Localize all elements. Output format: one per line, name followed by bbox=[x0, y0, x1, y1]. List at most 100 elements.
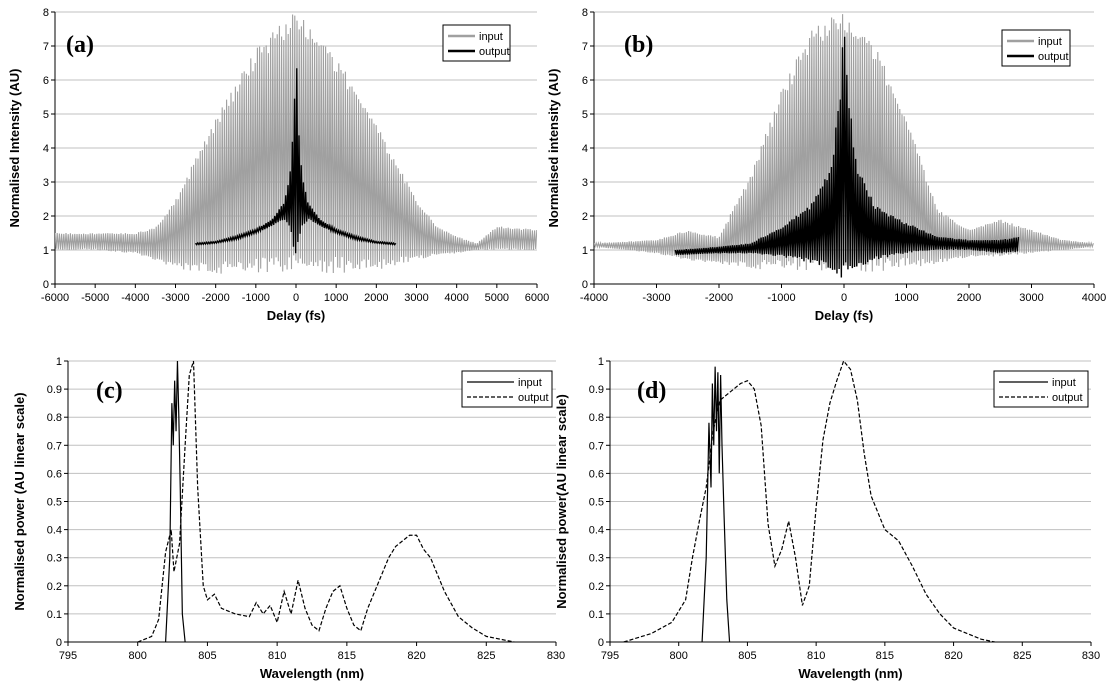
x-tick-label: 1000 bbox=[324, 292, 348, 304]
x-tick-label: -4000 bbox=[580, 292, 608, 304]
y-tick-label: 0.5 bbox=[47, 497, 62, 509]
y-tick-label: 3 bbox=[582, 177, 588, 189]
legend-label-input: input bbox=[1038, 36, 1062, 48]
x-axis-title: Wavelength (nm) bbox=[798, 666, 902, 681]
y-tick-label: 0.3 bbox=[47, 553, 62, 565]
x-tick-label: 800 bbox=[129, 650, 147, 662]
chart-panel-a: 0 1 2 3 4 5 6 7 8 -6000 -5000 -4000 -3000 -2000 -1000 0… bbox=[7, 7, 549, 323]
y-tick-label: 0.2 bbox=[589, 581, 604, 593]
x-tick-label: -3000 bbox=[642, 292, 670, 304]
y-tick-label: 5 bbox=[43, 109, 49, 121]
legend: input output bbox=[442, 24, 511, 62]
x-axis-title: Wavelength (nm) bbox=[260, 666, 364, 681]
x-tick-label: -2000 bbox=[202, 292, 230, 304]
legend-label-input: input bbox=[1052, 377, 1076, 389]
x-tick-label: -4000 bbox=[121, 292, 149, 304]
x-tick-label: -6000 bbox=[41, 292, 69, 304]
legend: input output bbox=[993, 370, 1089, 408]
panel-label: (c) bbox=[96, 378, 123, 404]
y-tick-label: 6 bbox=[582, 75, 588, 87]
x-tick-label: 4000 bbox=[1082, 292, 1106, 304]
x-tick-label: 3000 bbox=[404, 292, 428, 304]
y-tick-label: 0.1 bbox=[47, 609, 62, 621]
y-tick-label: 0 bbox=[582, 279, 588, 291]
x-tick-label: 805 bbox=[738, 650, 756, 662]
legend-box bbox=[442, 24, 511, 62]
plot-area bbox=[137, 360, 515, 642]
x-tick-label: 815 bbox=[338, 650, 356, 662]
x-tick-label: 810 bbox=[268, 650, 286, 662]
y-tick-label: 0.6 bbox=[589, 468, 604, 480]
y-tick-label: 0.9 bbox=[47, 384, 62, 396]
legend: input output bbox=[461, 370, 553, 408]
x-tick-label: 820 bbox=[407, 650, 425, 662]
chart-panel-b: 0 1 2 3 4 5 6 7 8 -4000 -3000 -2000 -1000 0 1000 2000 30… bbox=[546, 7, 1106, 323]
y-tick-label: 8 bbox=[43, 7, 49, 19]
legend-label-input: input bbox=[479, 31, 503, 43]
legend: input output bbox=[1001, 29, 1071, 67]
y-tick-label: 0.7 bbox=[47, 440, 62, 452]
legend-box bbox=[1001, 29, 1071, 67]
x-tick-label: 825 bbox=[477, 650, 495, 662]
y-tick-label: 0.1 bbox=[589, 609, 604, 621]
y-tick-label: 0.5 bbox=[589, 497, 604, 509]
y-axis-title: Normalised Intensity (AU) bbox=[7, 69, 22, 228]
x-tick-label: 2000 bbox=[957, 292, 981, 304]
legend-label-output: output bbox=[1052, 392, 1083, 404]
x-tick-label: 805 bbox=[198, 650, 216, 662]
y-tick-label: 0 bbox=[598, 637, 604, 649]
y-tick-label: 0.3 bbox=[589, 553, 604, 565]
plot-area bbox=[55, 14, 537, 274]
x-tick-label: 795 bbox=[601, 650, 619, 662]
y-tick-label: 0 bbox=[43, 279, 49, 291]
y-tick-label: 1 bbox=[56, 356, 62, 368]
y-tick-label: 7 bbox=[43, 41, 49, 53]
y-axis-title: Normalised power (AU linear scale) bbox=[12, 392, 27, 610]
y-axis-title: Normalised power(AU linear scale) bbox=[554, 394, 569, 609]
y-tick-label: 7 bbox=[582, 41, 588, 53]
x-tick-label: 4000 bbox=[444, 292, 468, 304]
y-tick-label: 5 bbox=[582, 109, 588, 121]
y-tick-label: 4 bbox=[582, 143, 588, 155]
y-tick-label: 1 bbox=[598, 356, 604, 368]
x-tick-label: 800 bbox=[670, 650, 688, 662]
legend-label-output: output bbox=[479, 46, 510, 58]
chart-panel-c: 0 0.1 0.2 0.3 0.4 0.5 0.6 0.7 0.8 0.9 1 795 800 805 81… bbox=[12, 356, 565, 681]
legend-label-output: output bbox=[518, 392, 549, 404]
x-tick-label: 2000 bbox=[364, 292, 388, 304]
x-tick-label: 1000 bbox=[894, 292, 918, 304]
series-output-trace bbox=[674, 36, 1020, 278]
y-tick-label: 0 bbox=[56, 637, 62, 649]
x-tick-label: 5000 bbox=[485, 292, 509, 304]
x-tick-label: -1000 bbox=[767, 292, 795, 304]
series-output-line bbox=[623, 359, 995, 642]
legend-label-output: output bbox=[1038, 51, 1069, 63]
y-tick-label: 3 bbox=[43, 177, 49, 189]
y-tick-label: 0.4 bbox=[47, 525, 62, 537]
y-tick-label: 2 bbox=[43, 211, 49, 223]
series-output-trace bbox=[195, 68, 397, 254]
y-tick-label: 0.9 bbox=[589, 384, 604, 396]
series-input-line bbox=[701, 366, 731, 642]
panel-label: (a) bbox=[66, 32, 94, 58]
x-tick-label: 795 bbox=[59, 650, 77, 662]
plot-area bbox=[594, 14, 1094, 278]
x-tick-label: -3000 bbox=[161, 292, 189, 304]
legend-box bbox=[993, 370, 1089, 408]
x-axis-title: Delay (fs) bbox=[815, 308, 874, 323]
x-tick-label: 830 bbox=[1082, 650, 1100, 662]
y-tick-label: 0.8 bbox=[589, 412, 604, 424]
x-tick-label: 0 bbox=[841, 292, 847, 304]
x-tick-label: 825 bbox=[1013, 650, 1031, 662]
y-tick-label: 4 bbox=[43, 143, 49, 155]
panel-label: (d) bbox=[637, 378, 666, 404]
chart-panel-d: 0 0.1 0.2 0.3 0.4 0.5 0.6 0.7 0.8 0.9 1 795 800 805 81… bbox=[554, 356, 1100, 681]
x-tick-label: -2000 bbox=[705, 292, 733, 304]
y-tick-label: 0.8 bbox=[47, 412, 62, 424]
y-tick-label: 8 bbox=[582, 7, 588, 19]
panel-label: (b) bbox=[624, 32, 653, 58]
plot-area bbox=[623, 359, 995, 642]
series-input-line bbox=[165, 360, 186, 642]
x-tick-label: 815 bbox=[876, 650, 894, 662]
